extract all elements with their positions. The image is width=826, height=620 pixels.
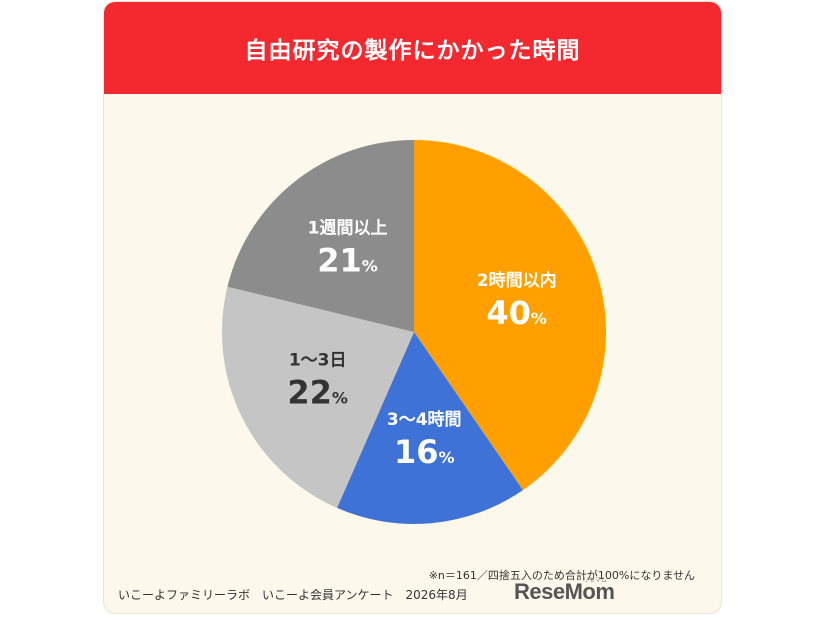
resemom-logo: ReseMom xyxy=(514,579,615,604)
pie-chart: 2時間以内 40% 3〜4時間 16% 1〜3日 22% 1週間以上 21% xyxy=(222,140,606,524)
slice-value-2: 22% xyxy=(287,374,348,412)
pie-slice-1 xyxy=(337,332,523,524)
pie-slice-2 xyxy=(222,286,414,508)
source-text: いこーよファミリーラボ いこーよ会員アンケート 2026年8月 xyxy=(118,588,468,602)
slice-label-2: 1〜3日 xyxy=(289,351,347,371)
sample-note: ※n＝161／四捨五入のため合計が100%になりません xyxy=(428,569,695,582)
pie-slice-0 xyxy=(414,140,606,491)
slice-label-3: 1週間以上 xyxy=(308,218,388,238)
chart-title: 自由研究の製作にかかった時間 xyxy=(244,38,581,64)
pie-slice-3 xyxy=(227,140,414,332)
slice-value-0: 40% xyxy=(486,294,547,332)
slice-label-1: 3〜4時間 xyxy=(387,409,462,430)
slice-label-0: 2時間以内 xyxy=(477,270,557,291)
slice-value-1: 16% xyxy=(394,433,455,471)
resemom-logo-small: リセマム xyxy=(583,577,608,584)
chart-card: 自由研究の製作にかかった時間 2時間以内 40% 3〜4時間 16% 1〜3日 22% 1週… xyxy=(103,1,722,614)
slice-value-3: 21% xyxy=(317,241,378,279)
chart-header: 自由研究の製作にかかった時間 xyxy=(104,2,721,94)
